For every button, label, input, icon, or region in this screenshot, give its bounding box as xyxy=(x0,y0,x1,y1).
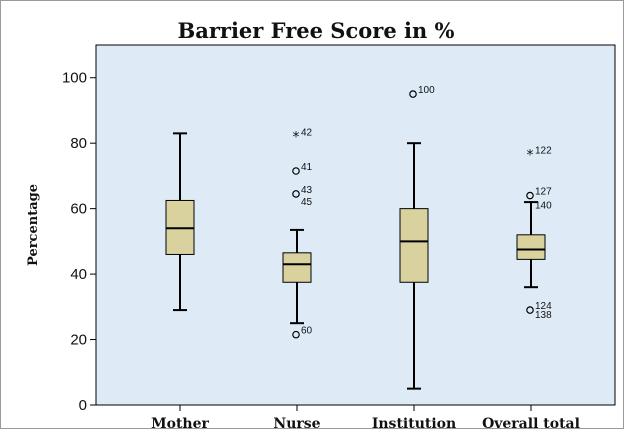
outlier-label: 140 xyxy=(535,200,552,211)
x-tick-label: Institution xyxy=(372,416,456,428)
y-tick-label: 80 xyxy=(70,135,87,152)
outlier-circle-marker xyxy=(526,191,534,200)
outlier-circle-marker xyxy=(292,330,300,339)
box-iqr xyxy=(282,252,312,283)
x-tick-label: Nurse xyxy=(273,416,320,428)
outlier-label: 60 xyxy=(301,326,313,337)
y-tick-label: 0 xyxy=(79,397,87,414)
outlier-label: 122 xyxy=(535,146,552,157)
outlier-star-marker: * xyxy=(293,130,300,146)
y-tick-label: 40 xyxy=(70,266,87,283)
outlier-label: 127 xyxy=(535,187,552,198)
chart-title: Barrier Free Score in % xyxy=(177,18,454,43)
outlier-label: 43 xyxy=(301,185,313,196)
x-tick-label: Overall total xyxy=(482,416,580,428)
outlier-label: 124 xyxy=(535,301,552,312)
box-iqr xyxy=(516,234,546,260)
x-tick-label: Mother xyxy=(151,416,209,428)
outlier-circle-marker xyxy=(409,90,417,98)
outlier-label: 41 xyxy=(301,162,313,173)
outlier-label: 138 xyxy=(535,310,552,321)
outlier-circle-marker xyxy=(292,167,300,175)
outlier-label: 45 xyxy=(301,197,313,208)
outlier-circle-marker xyxy=(292,190,300,198)
y-tick-label: 100 xyxy=(62,70,87,87)
outlier-label: 42 xyxy=(301,128,313,139)
y-tick-label: 60 xyxy=(70,201,87,218)
box-iqr xyxy=(399,208,429,283)
y-tick-label: 20 xyxy=(70,332,87,349)
outlier-circle-marker xyxy=(526,306,534,314)
outlier-star-marker: * xyxy=(527,148,534,164)
outlier-label: 100 xyxy=(418,85,435,96)
y-axis-label: Percentage xyxy=(26,184,41,266)
